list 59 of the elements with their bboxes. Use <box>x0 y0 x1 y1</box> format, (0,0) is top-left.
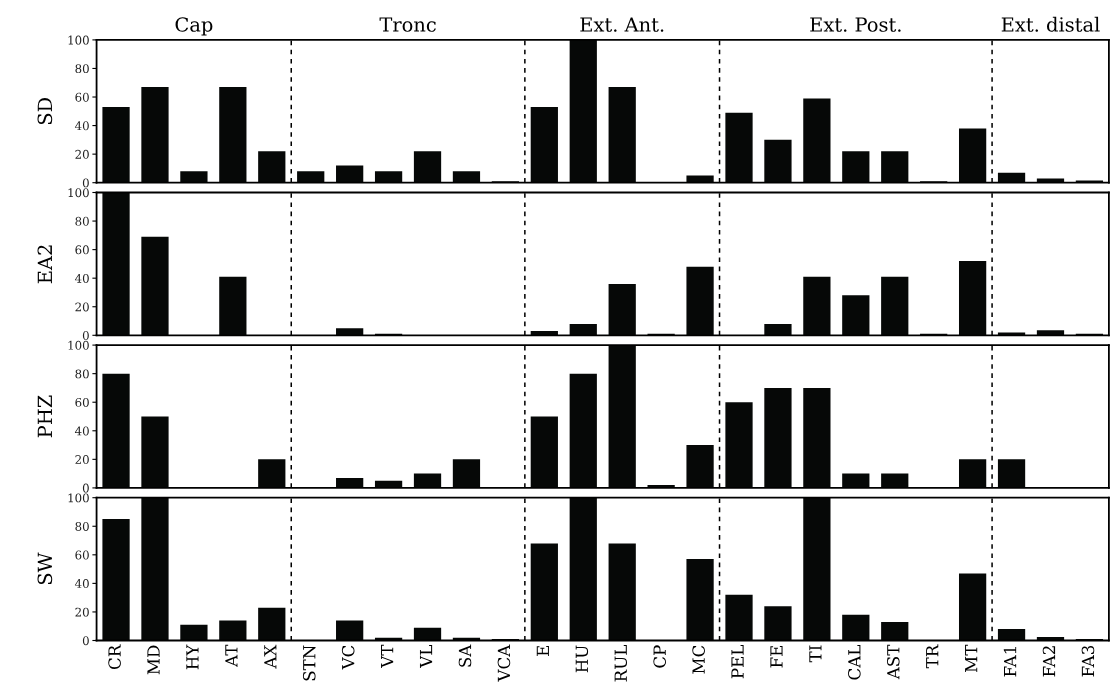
y-tick-label: 20 <box>75 455 89 464</box>
y-tick-label: 0 <box>82 331 89 340</box>
x-tick-label: E <box>536 646 549 656</box>
y-tick-label: 80 <box>75 521 89 531</box>
x-tick-label: AX <box>264 644 277 669</box>
x-tick-label: HY <box>186 644 199 670</box>
x-tick-label: AST <box>886 644 900 680</box>
x-tick-label: TI <box>809 645 822 663</box>
text: Tronc <box>379 17 436 32</box>
x-tick-label: RUL <box>614 645 628 682</box>
x-tick-label: CAL <box>848 645 861 680</box>
x-tick-label: VCA <box>497 644 511 682</box>
x-tick-label: TR <box>926 644 939 669</box>
x-tick-label: STN <box>302 645 316 681</box>
text: Cap <box>175 17 213 36</box>
y-tick-label: 60 <box>75 397 89 407</box>
y-tick-label: 100 <box>68 493 89 503</box>
x-tick-label: VL <box>419 645 433 668</box>
y-tick-label: 60 <box>75 92 89 102</box>
x-tick-label: CR <box>108 644 121 670</box>
x-tick-label: MD <box>147 645 160 675</box>
x-tick-label: PEL <box>731 645 744 679</box>
x-tick-label: MC <box>692 645 705 674</box>
y-tick-label: 100 <box>68 340 89 350</box>
y-tick-label: 80 <box>75 369 89 379</box>
x-tick-label: FA2 <box>1042 646 1056 677</box>
x-tick-label: FE <box>770 646 783 668</box>
x-tick-label: HU <box>575 645 589 673</box>
y-tick-label: 80 <box>75 64 89 74</box>
y-tick-label: 40 <box>74 121 89 131</box>
x-tick-label: MT <box>965 644 978 673</box>
text: Ext. Ant. <box>580 17 664 32</box>
y-axis-title: SD <box>37 97 53 125</box>
y-tick-label: 20 <box>75 607 89 617</box>
y-tick-label: 0 <box>82 483 89 493</box>
y-tick-label: 40 <box>74 579 89 589</box>
y-tick-label: 0 <box>82 636 89 646</box>
y-tick-label: 40 <box>74 273 89 283</box>
y-axis-title: EA2 <box>37 245 52 284</box>
y-axis-title: SW <box>37 552 53 585</box>
x-tick-label: VC <box>341 645 355 670</box>
x-tick-label: AT <box>225 644 238 667</box>
y-axis-title: PHZ <box>37 395 52 438</box>
y-tick-label: 0 <box>82 178 89 188</box>
x-tick-label: CP <box>653 645 666 668</box>
text: Ext. Post. <box>810 17 901 32</box>
y-tick-label: 20 <box>75 302 89 312</box>
text: Ext. distal <box>1001 16 1100 32</box>
y-tick-label: 20 <box>75 149 89 159</box>
x-tick-label: FA1 <box>1003 647 1017 677</box>
y-tick-label: 40 <box>74 426 89 436</box>
x-tick-label: FA3 <box>1081 645 1095 677</box>
y-tick-label: 60 <box>75 550 89 560</box>
x-tick-label: SA <box>458 644 472 667</box>
y-tick-label: 60 <box>75 245 89 255</box>
y-tick-label: 80 <box>75 216 89 226</box>
y-tick-label: 100 <box>68 35 89 45</box>
x-tick-label: VT <box>381 644 394 668</box>
y-tick-label: 100 <box>68 188 89 198</box>
